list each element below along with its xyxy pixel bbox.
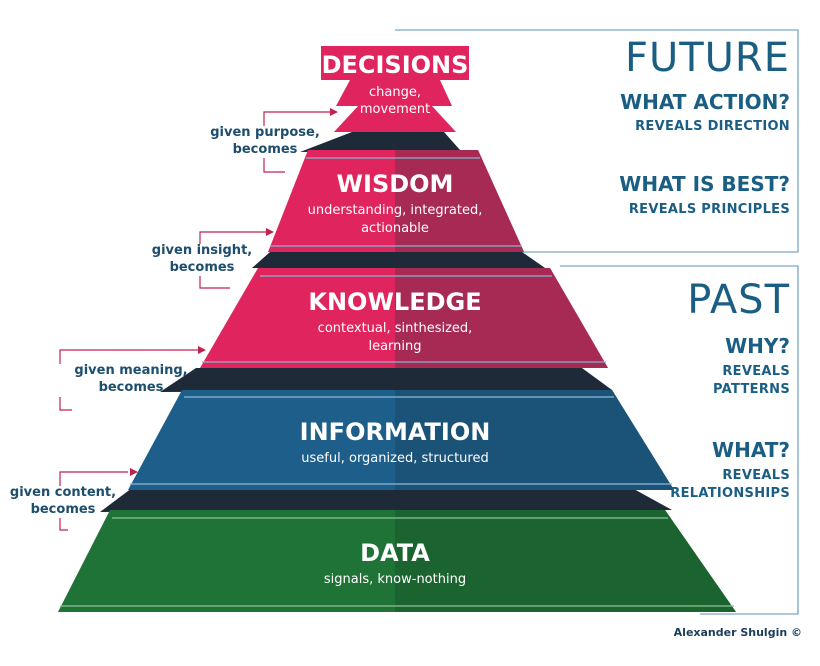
wisdom-title: WISDOM [337, 170, 454, 198]
decisions-desc-line-1: change, [369, 85, 421, 100]
connector-label-meaning: given meaning, becomes [74, 363, 188, 395]
future-question-best: WHAT IS BEST? [619, 172, 790, 196]
future-reveals-direction: REVEALS DIRECTION [635, 119, 790, 134]
knowledge-desc-line-1: contextual, sinthesized, [318, 321, 473, 336]
connector-purpose-bracket [263, 111, 332, 173]
past-question-why: WHY? [725, 334, 790, 358]
arrow-content-icon [130, 468, 138, 476]
arrow-meaning-icon [198, 346, 206, 354]
gap-band-2 [252, 252, 548, 270]
connector-content-bracket [59, 471, 128, 531]
wisdom-desc-line-1: understanding, integrated, [308, 203, 483, 218]
connector-label-content: given content, becomes [9, 485, 117, 517]
future-heading: FUTURE [624, 35, 790, 81]
gap-band-4 [100, 488, 672, 512]
decisions-tier [321, 46, 469, 132]
information-title: INFORMATION [300, 418, 491, 446]
wisdom-tier [268, 150, 524, 252]
future-frame [395, 29, 799, 253]
decisions-title: DECISIONS [322, 51, 469, 79]
past-reveals-patterns-line-2: PATTERNS [713, 382, 790, 397]
knowledge-desc-line-2: learning [368, 339, 421, 354]
information-desc: useful, organized, structured [301, 451, 488, 466]
knowledge-tier [200, 268, 608, 368]
arrow-purpose-icon [330, 108, 338, 116]
connector-meaning-bracket [59, 349, 198, 411]
past-reveals-patterns-line-1: REVEALS [722, 364, 790, 379]
future-question-action: WHAT ACTION? [620, 90, 790, 114]
knowledge-title: KNOWLEDGE [308, 288, 481, 316]
arrow-insight-icon [266, 228, 274, 236]
data-tier [58, 510, 736, 612]
past-reveals-relationships-line-1: REVEALS [722, 468, 790, 483]
past-frame [560, 265, 799, 615]
connector-label-purpose: given purpose, becomes [210, 125, 320, 157]
gap-band-1 [300, 132, 460, 152]
future-reveals-principles: REVEALS PRINCIPLES [628, 202, 790, 217]
gap-band-3 [160, 368, 612, 392]
connector-insight-bracket [199, 231, 268, 289]
past-heading: PAST [687, 277, 790, 323]
decisions-desc-line-2: movement [360, 102, 430, 117]
author-credit: Alexander Shulgin © [673, 626, 802, 639]
data-title: DATA [360, 539, 430, 567]
past-reveals-relationships-line-2: RELATIONSHIPS [670, 486, 790, 501]
data-desc: signals, know-nothing [324, 572, 466, 587]
wisdom-desc-line-2: actionable [361, 221, 429, 236]
information-tier [128, 390, 674, 490]
past-question-what: WHAT? [712, 438, 790, 462]
connector-label-insight: given insight, becomes [151, 243, 253, 275]
